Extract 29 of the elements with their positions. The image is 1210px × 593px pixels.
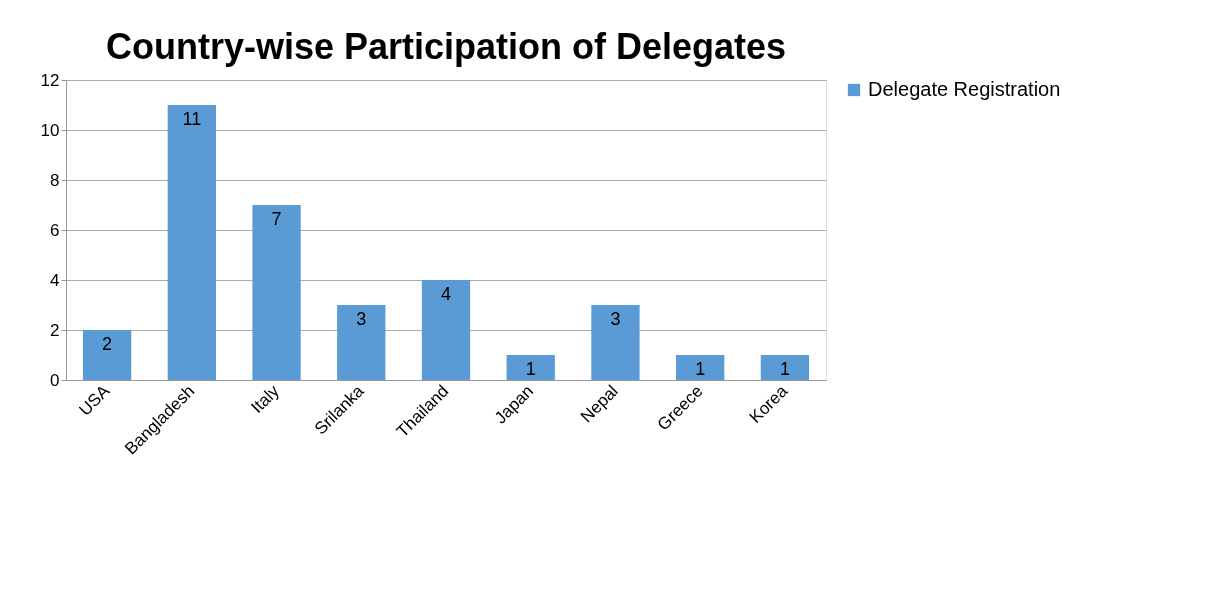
bar <box>591 305 640 380</box>
data-label: 3 <box>610 309 621 329</box>
data-label: 1 <box>695 359 706 379</box>
x-tick-label: Italy <box>247 381 284 417</box>
data-label: 7 <box>271 209 282 229</box>
bar <box>760 355 810 380</box>
bar <box>252 205 301 380</box>
y-tick-label: 10 <box>40 120 60 140</box>
data-label: 1 <box>525 359 536 379</box>
data-label: 4 <box>440 284 452 304</box>
data-label: 11 <box>182 109 202 129</box>
bar <box>676 355 725 380</box>
chart-title: Country-wise Participation of Delegates <box>105 26 787 67</box>
y-tick-label: 6 <box>50 220 60 240</box>
y-tick-label: 8 <box>50 170 60 190</box>
bar <box>421 280 471 380</box>
data-label: 1 <box>779 359 790 379</box>
data-label: 3 <box>356 309 367 329</box>
bar <box>506 355 555 380</box>
y-tick-label: 0 <box>50 370 60 390</box>
x-tick-label: USA <box>75 380 114 420</box>
legend-label: Delegate Registration <box>868 78 1061 100</box>
data-label: 2 <box>102 334 113 354</box>
y-tick-label: 12 <box>40 70 60 90</box>
y-tick-label: 4 <box>50 270 60 290</box>
bar <box>82 330 132 380</box>
bar <box>167 105 216 380</box>
bar <box>337 305 386 380</box>
y-tick-label: 2 <box>50 320 60 340</box>
